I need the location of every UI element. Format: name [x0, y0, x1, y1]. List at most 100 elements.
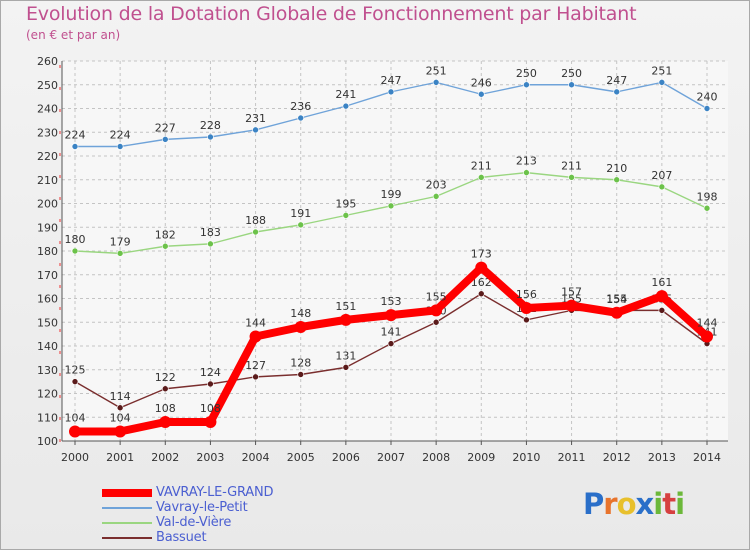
- x-tick-label: 2004: [242, 451, 270, 464]
- data-label-val-de-vi-re: 211: [471, 159, 492, 172]
- legend-item-val-de-viere: Val-de-Vière: [102, 515, 273, 530]
- y-tick-label: 230: [37, 126, 58, 139]
- data-label-val-de-vi-re: 191: [290, 207, 311, 220]
- y-tick-label: 260: [37, 55, 58, 68]
- chart-subtitle: (en € et par an): [26, 28, 121, 42]
- data-point-bassuet: [116, 404, 124, 412]
- data-label-vavray-le-grand: 157: [561, 286, 582, 299]
- data-point-vavray-le-grand: [339, 313, 352, 326]
- data-label-vavray-le-petit: 236: [290, 100, 311, 113]
- legend-label: Val-de-Vière: [156, 515, 232, 530]
- data-label-vavray-le-grand: 104: [65, 412, 86, 425]
- legend-item-bassuet: Bassuet: [102, 530, 273, 545]
- legend-swatch-vavray-le-petit: [102, 506, 152, 509]
- data-point-bassuet: [387, 340, 395, 347]
- data-point-val-de-vi-re: [523, 169, 530, 176]
- legend-label: Bassuet: [156, 530, 207, 545]
- data-label-vavray-le-petit: 224: [65, 129, 86, 142]
- y-tick-label: 210: [37, 174, 58, 187]
- data-point-val-de-vi-re: [342, 212, 350, 219]
- y-tick-label: 120: [37, 388, 58, 401]
- data-label-vavray-le-petit: 224: [110, 129, 131, 142]
- data-label-val-de-vi-re: 180: [65, 233, 86, 246]
- data-label-bassuet: 114: [110, 390, 131, 403]
- x-tick-label: 2009: [467, 451, 495, 464]
- legend: VAVRAY-LE-GRAND Vavray-le-Petit Val-de-V…: [102, 485, 274, 545]
- data-point-bassuet: [297, 371, 305, 378]
- data-label-val-de-vi-re: 210: [606, 162, 627, 175]
- x-tick-label: 2000: [61, 451, 89, 464]
- y-tick-label: 220: [37, 150, 58, 163]
- data-label-val-de-vi-re: 182: [155, 228, 176, 241]
- data-point-val-de-vi-re: [477, 174, 485, 181]
- chart-title: Evolution de la Dotation Globale de Fonc…: [26, 3, 637, 25]
- data-label-vavray-le-grand: 155: [426, 290, 447, 303]
- data-label-vavray-le-grand: 148: [290, 307, 311, 320]
- data-point-val-de-vi-re: [252, 228, 259, 236]
- data-label-val-de-vi-re: 203: [426, 178, 447, 191]
- data-label-bassuet: 162: [471, 276, 492, 289]
- data-point-val-de-vi-re: [207, 240, 214, 248]
- x-tick-label: 2008: [422, 451, 450, 464]
- x-tick-label: 2011: [558, 451, 586, 464]
- logo-letter: o: [616, 487, 637, 521]
- x-tick-label: 2003: [196, 451, 224, 464]
- data-point-vavray-le-grand: [701, 330, 713, 343]
- data-point-vavray-le-petit: [477, 90, 485, 98]
- data-label-vavray-le-grand: 156: [516, 288, 537, 301]
- logo-letter: P: [583, 487, 604, 521]
- data-point-val-de-vi-re: [297, 221, 305, 229]
- data-label-vavray-le-petit: 228: [200, 119, 221, 132]
- data-point-vavray-le-grand: [385, 309, 397, 322]
- data-point-vavray-le-grand: [520, 302, 533, 314]
- data-label-vavray-le-petit: 247: [381, 74, 402, 87]
- data-point-val-de-vi-re: [432, 193, 440, 200]
- data-point-vavray-le-grand: [565, 299, 578, 312]
- data-point-vavray-le-grand: [159, 416, 172, 428]
- logo-letter: r: [603, 487, 617, 521]
- data-label-vavray-le-petit: 246: [471, 76, 492, 89]
- data-label-vavray-le-grand: 108: [200, 402, 221, 415]
- y-tick-label: 200: [37, 198, 58, 211]
- data-label-vavray-le-grand: 154: [606, 293, 627, 306]
- data-point-vavray-le-grand: [475, 261, 488, 274]
- data-label-val-de-vi-re: 211: [561, 159, 582, 172]
- data-point-vavray-le-grand: [69, 425, 81, 438]
- data-point-val-de-vi-re: [71, 247, 79, 255]
- x-tick-label: 2014: [693, 451, 721, 464]
- data-label-vavray-le-petit: 251: [651, 64, 672, 77]
- logo-letter: i: [675, 487, 685, 521]
- legend-label: VAVRAY-LE-GRAND: [156, 485, 274, 500]
- data-label-vavray-le-petit: 250: [561, 67, 582, 80]
- data-point-bassuet: [523, 316, 530, 324]
- data-label-bassuet: 122: [155, 371, 176, 384]
- y-tick-label: 140: [37, 340, 58, 353]
- data-point-val-de-vi-re: [116, 250, 124, 257]
- data-point-bassuet: [342, 364, 350, 371]
- data-label-val-de-vi-re: 195: [335, 197, 356, 210]
- data-point-vavray-le-petit: [342, 102, 350, 110]
- data-point-vavray-le-grand: [430, 304, 443, 317]
- legend-swatch-val-de-viere: [102, 521, 152, 524]
- data-label-vavray-le-petit: 240: [697, 91, 718, 104]
- data-label-bassuet: 124: [200, 366, 221, 379]
- y-tick-label: 100: [37, 435, 58, 448]
- data-point-vavray-le-petit: [568, 81, 575, 89]
- x-tick-label: 2006: [332, 451, 360, 464]
- data-point-val-de-vi-re: [703, 204, 711, 212]
- data-label-bassuet: 128: [290, 357, 311, 370]
- data-point-vavray-le-petit: [71, 143, 79, 150]
- data-point-vavray-le-grand: [294, 321, 307, 333]
- legend-swatch-vavray-le-grand: [102, 488, 152, 497]
- data-point-vavray-le-petit: [432, 79, 440, 86]
- data-label-vavray-le-petit: 241: [335, 88, 356, 101]
- data-point-vavray-le-petit: [252, 126, 259, 134]
- x-tick-label: 2012: [603, 451, 631, 464]
- data-label-vavray-le-petit: 251: [426, 64, 447, 77]
- legend-swatch-bassuet: [102, 536, 152, 539]
- data-point-vavray-le-petit: [207, 133, 214, 141]
- data-label-vavray-le-petit: 227: [155, 121, 176, 134]
- data-label-val-de-vi-re: 207: [651, 169, 672, 182]
- data-point-bassuet: [161, 385, 169, 393]
- data-label-val-de-vi-re: 213: [516, 155, 537, 168]
